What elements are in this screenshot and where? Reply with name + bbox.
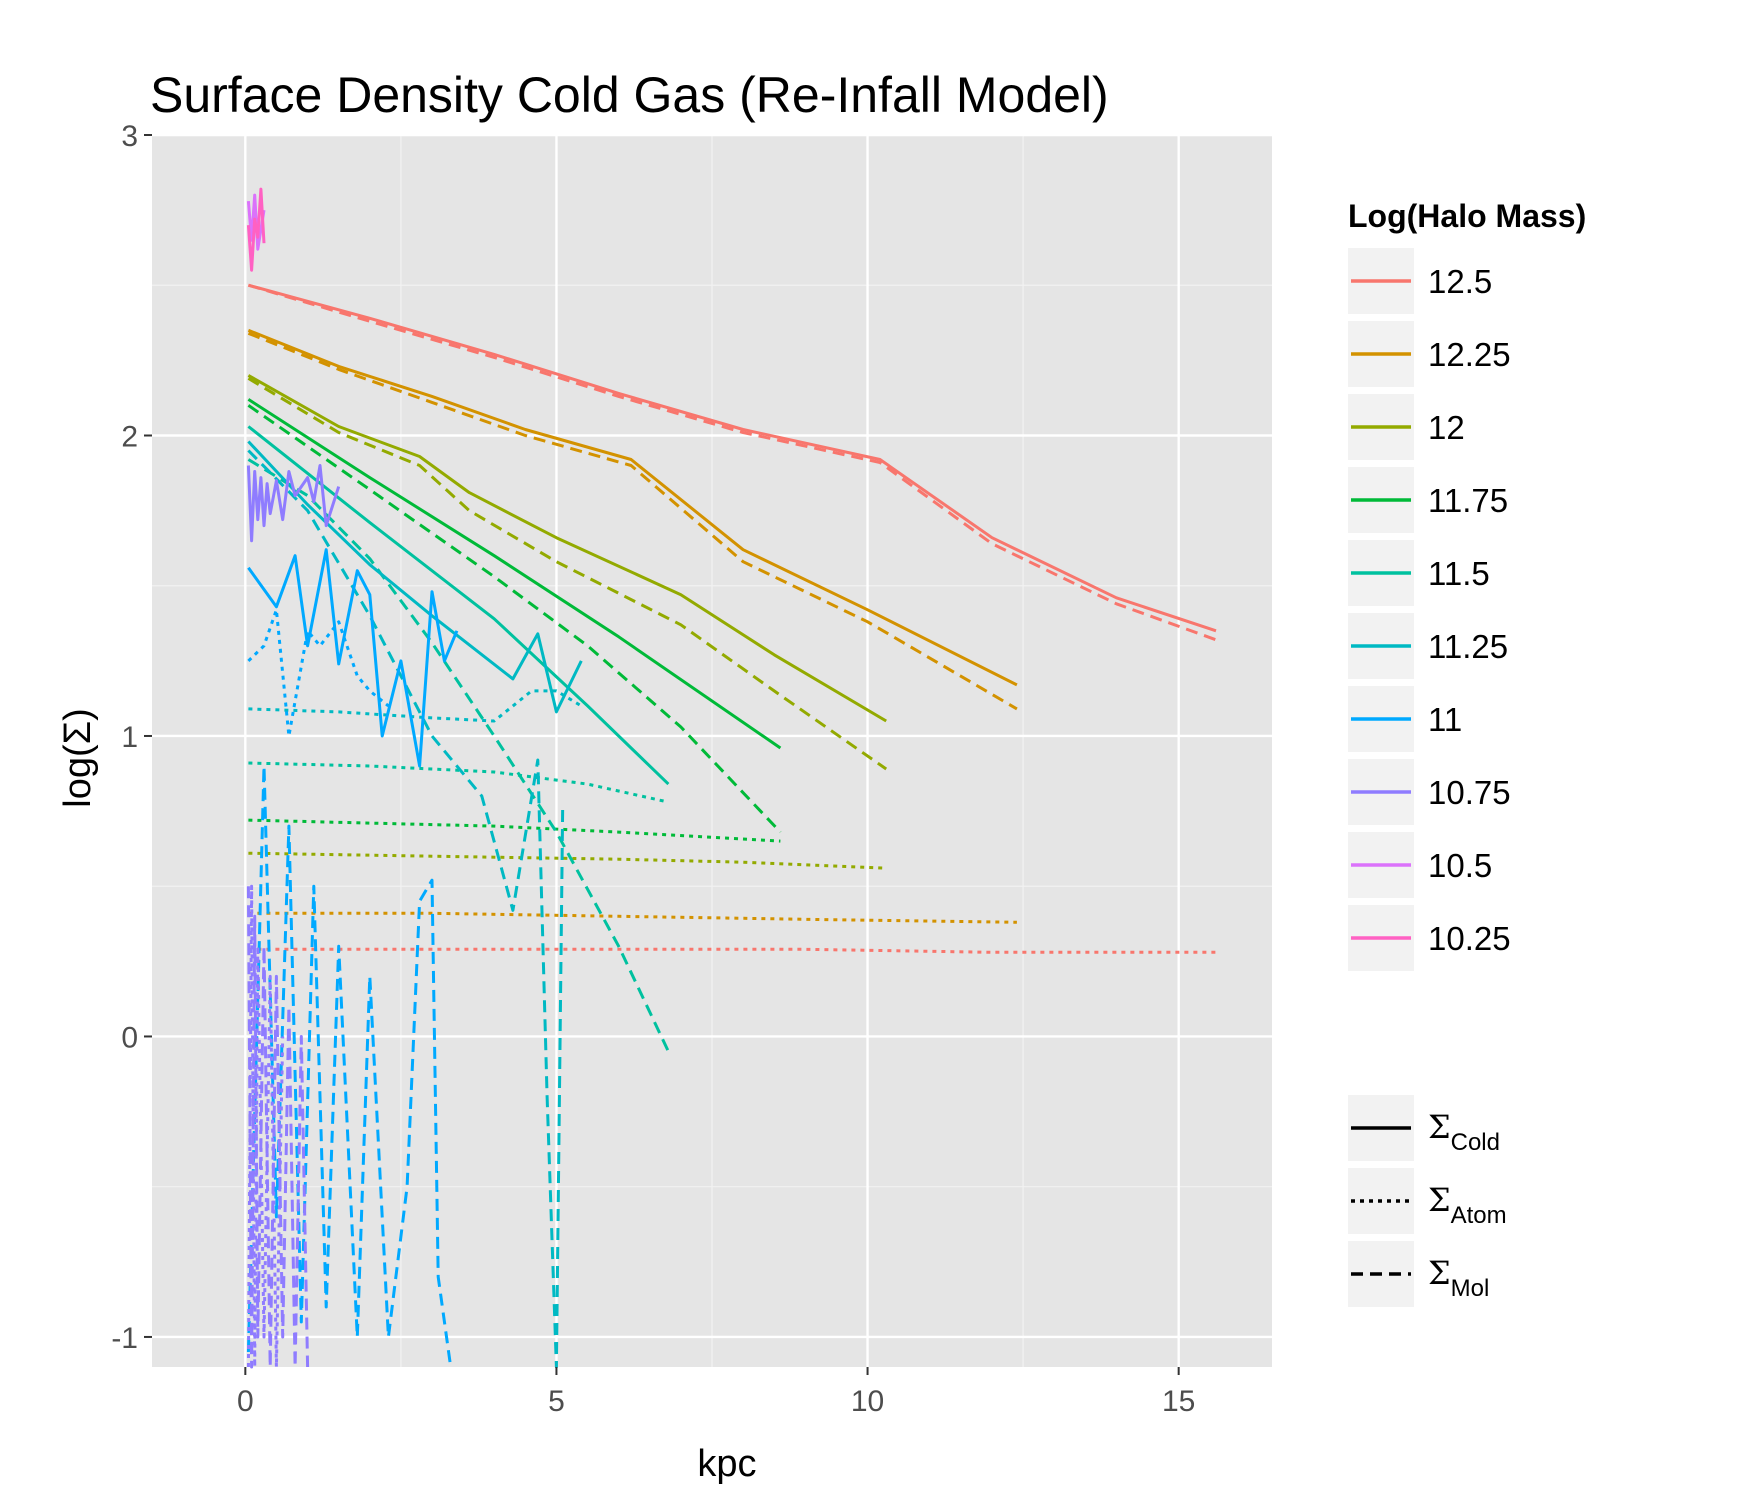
series-line-10-75-cold [246,464,341,543]
legend-label: 12 [1428,409,1465,446]
series-line-11-75-mol [247,404,782,834]
series-line-11-75-atom [248,818,781,843]
x-tick-label: 5 [548,1385,565,1418]
series-line-11-25-atom [248,689,583,723]
legend-label: 11 [1428,701,1462,738]
x-tick-label: 15 [1162,1385,1195,1418]
series-line-12-atom [248,851,887,870]
legend-label: 10.5 [1428,847,1492,884]
legend-title: Log(Halo Mass) [1348,198,1586,234]
axes: 0 5 10 15 -1 0 1 2 3 [111,120,1195,1418]
series-line-11-75-cold [247,398,782,750]
series-line-11-5-atom [248,761,669,804]
x-tick-label: 0 [237,1385,254,1418]
series-line-12-25-atom [248,911,1017,924]
legend-label: 10.25 [1428,920,1511,957]
chart-title: Surface Density Cold Gas (Re-Infall Mode… [150,67,1109,123]
series-line-11-cold [247,548,459,768]
x-tick-label: 10 [851,1385,884,1418]
legend-label: 10.75 [1428,774,1511,811]
series-line-12-mol [247,377,888,771]
y-tick-label: 3 [121,120,138,153]
y-tick-label: 2 [121,420,138,453]
series-line-11-25-mol [247,449,565,1369]
legend-linetype-label: ΣAtom [1428,1181,1507,1229]
legend-key [1346,1166,1416,1236]
series-layer [246,187,1217,1369]
series-line-10-5-cold [246,193,266,251]
legend-linetype-label: ΣCold [1428,1108,1500,1156]
series-line-12-25-cold [247,328,1018,687]
legend-label: 11.25 [1428,628,1508,665]
series-line-12-5-cold [248,283,1217,633]
legend-label: 11.75 [1428,482,1508,519]
x-axis-title: kpc [697,1443,756,1485]
legend-label: 11.5 [1428,555,1490,592]
legend: Log(Halo Mass) 12.5 12.25 12 11.75 11.5 11.25 1… [1346,198,1586,1309]
grid-lines [152,133,1272,1367]
series-line-12-25-mol [247,331,1018,711]
y-tick-label: -1 [111,1322,138,1355]
series-line-12-5-mol [247,283,1217,642]
series-line-11-5-mol [247,458,670,1053]
legend-label: 12.5 [1428,263,1492,300]
y-tick-label: 1 [121,721,138,754]
series-line-11-25-cold [247,440,583,714]
series-line-12-5-atom [248,947,1216,954]
legend-linetype-label: ΣMol [1428,1254,1489,1302]
series-line-11-5-cold [247,425,670,786]
legend-label: 12.25 [1428,336,1511,373]
y-tick-label: 0 [121,1021,138,1054]
series-line-12-cold [247,374,887,723]
series-line-10-75-mol [246,886,310,1369]
y-axis-title: log(Σ) [57,708,99,808]
series-line-10-25-cold [246,187,266,272]
series-line-11-mol [246,764,453,1368]
